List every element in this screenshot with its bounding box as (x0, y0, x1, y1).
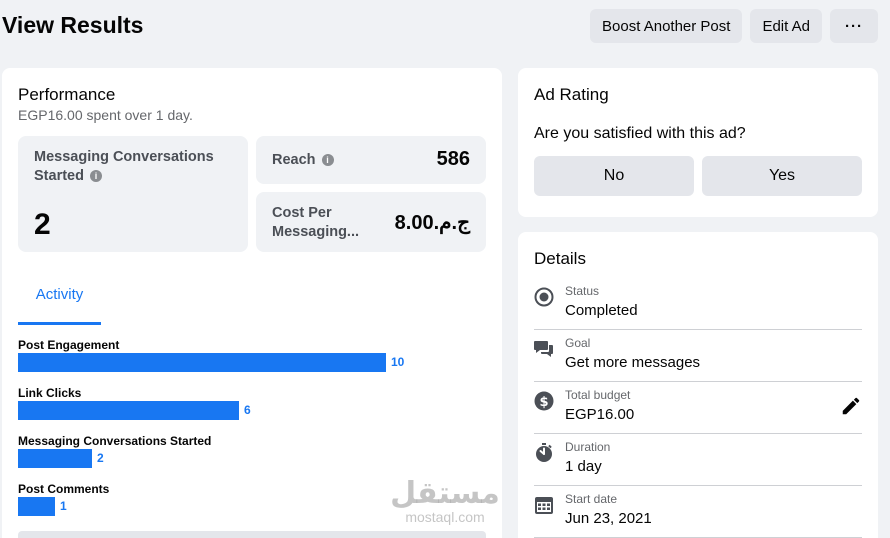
rating-question: Are you satisfied with this ad? (534, 125, 746, 142)
header-actions: Boost Another Post Edit Ad ··· (590, 9, 878, 43)
cost-metric-label: Cost Per Messaging... (272, 205, 360, 240)
cost-metric-value: ج.م.8.00 (394, 212, 470, 234)
reach-metric-label: Reach i (272, 151, 334, 170)
chart-category-label: Link Clicks (18, 386, 82, 400)
spent-summary: EGP16.00 spent over 1 day. (18, 107, 193, 123)
details-title: Details (534, 249, 586, 268)
rating-yes-button[interactable]: Yes (702, 156, 862, 196)
info-icon[interactable]: i (321, 154, 334, 167)
spent-suffix: day. (163, 107, 193, 123)
tab-activity[interactable]: Activity (18, 280, 101, 325)
rating-no-button[interactable]: No (534, 156, 694, 196)
chart-category-label: Post Comments (18, 482, 110, 496)
detail-value: Completed (565, 302, 638, 319)
cost-metric-card[interactable]: Cost Per Messaging... ج.م.8.00 (256, 192, 486, 252)
detail-label: Goal (565, 336, 591, 350)
detail-label: Start date (565, 492, 618, 506)
spent-amount: EGP16.00 (18, 107, 83, 123)
page-title: View Results (2, 12, 144, 38)
dollar-icon: $ (534, 391, 554, 411)
watermark-arabic: مستقل (390, 476, 500, 511)
mostaql-watermark: مستقل mostaql.com (388, 478, 502, 528)
messaging-metric-card[interactable]: Messaging Conversations Started i 2 (18, 136, 248, 252)
pencil-edit-icon[interactable] (840, 395, 862, 417)
chart-bar[interactable] (18, 353, 386, 372)
card-footer-bar (18, 531, 486, 538)
details-card: Details Status Completed Goal Get more m… (518, 232, 878, 538)
spent-middle: spent over (82, 107, 156, 123)
watermark-latin: mostaql.com (405, 509, 485, 525)
chart-value-label: 6 (244, 403, 251, 417)
detail-row-total-budget: $ Total budget EGP16.00 (534, 382, 862, 434)
ad-rating-title: Ad Rating (534, 85, 609, 104)
chart-value-label: 1 (60, 499, 67, 513)
performance-card: Performance EGP16.00 spent over 1 day. M… (2, 68, 502, 538)
reach-metric-value: 586 (436, 148, 470, 170)
ad-rating-card: Ad Rating Are you satisfied with this ad… (518, 68, 878, 217)
detail-value: Jun 23, 2021 (565, 510, 652, 527)
messaging-metric-value: 2 (34, 208, 51, 241)
more-options-button[interactable]: ··· (830, 9, 878, 43)
spent-days: 1 (155, 107, 164, 123)
detail-label: Duration (565, 440, 611, 454)
status-icon (534, 287, 554, 307)
detail-value: EGP16.00 (565, 406, 635, 423)
detail-row-duration: Duration 1 day (534, 434, 862, 486)
chart-value-label: 10 (391, 355, 405, 369)
detail-label: Total budget (565, 388, 631, 402)
calendar-icon (535, 497, 553, 514)
reach-metric-card[interactable]: Reach i 586 (256, 136, 486, 184)
info-icon[interactable]: i (89, 170, 102, 183)
stopwatch-icon (536, 443, 552, 462)
detail-value: Get more messages (565, 354, 701, 371)
chat-icon (534, 341, 553, 357)
detail-row-start-date: Start date Jun 23, 2021 (534, 486, 862, 538)
performance-title: Performance (18, 85, 116, 104)
detail-row-goal: Goal Get more messages (534, 330, 862, 382)
chart-value-label: 2 (97, 451, 104, 465)
detail-value: 1 day (565, 458, 602, 475)
chart-bar[interactable] (18, 449, 92, 468)
chart-category-label: Post Engagement (18, 338, 120, 352)
detail-label: Status (565, 284, 600, 298)
detail-row-status: Status Completed (534, 278, 862, 330)
svg-text:$: $ (539, 395, 548, 410)
chart-bar[interactable] (18, 401, 239, 420)
chart-bar[interactable] (18, 497, 55, 516)
boost-another-post-button[interactable]: Boost Another Post (590, 9, 743, 43)
chart-category-label: Messaging Conversations Started (18, 434, 212, 448)
messaging-metric-label: Messaging Conversations Started i (34, 149, 214, 184)
activity-bar-chart: Post Engagement 10 Link Clicks 6 Messaging C… (18, 338, 488, 538)
edit-ad-button[interactable]: Edit Ad (750, 9, 822, 43)
